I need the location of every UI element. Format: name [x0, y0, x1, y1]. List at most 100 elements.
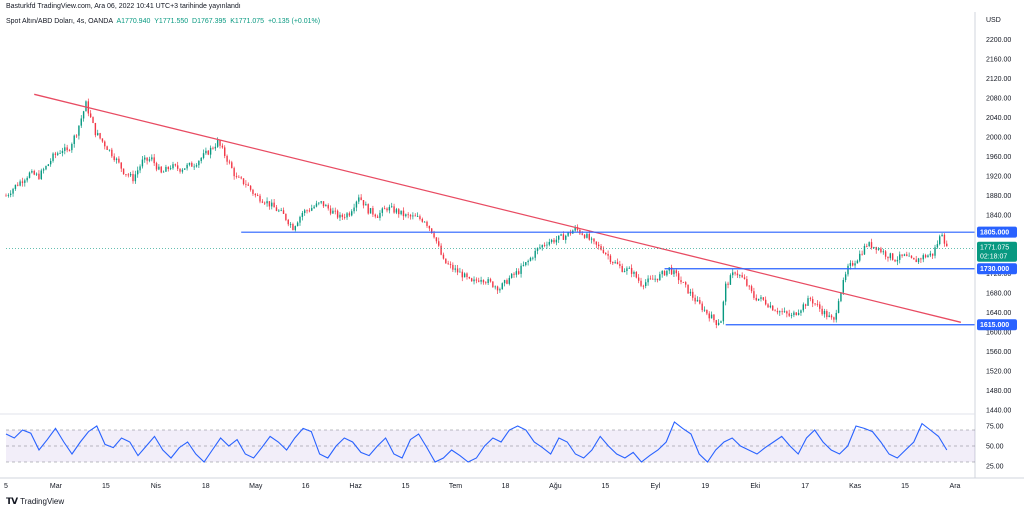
candle — [416, 212, 419, 218]
level-price-badge — [977, 226, 1017, 238]
candle-body — [534, 250, 536, 258]
candle — [176, 161, 179, 172]
time-tick-label: May — [249, 483, 263, 490]
candle — [701, 301, 703, 313]
candle — [889, 252, 892, 261]
candle — [459, 267, 461, 273]
candle — [715, 319, 717, 329]
candle-body — [419, 216, 421, 219]
candle — [875, 246, 877, 254]
candle — [797, 309, 800, 316]
candle — [97, 129, 99, 136]
candle — [583, 233, 586, 239]
candle — [685, 281, 687, 288]
candle — [597, 241, 600, 250]
candle-body — [908, 255, 910, 257]
candle — [144, 155, 146, 163]
candle-body — [621, 266, 623, 272]
candle-body — [734, 272, 736, 274]
candle — [682, 281, 685, 283]
candle-body — [318, 202, 320, 204]
candle-body — [172, 164, 174, 169]
candle-body — [391, 206, 393, 208]
rsi-pane[interactable]: 75.00 50.00 25.00 — [0, 413, 1004, 471]
price-tick-label: 1600.00 — [986, 330, 1011, 337]
candle — [943, 233, 946, 247]
candle — [891, 253, 894, 261]
candle-body — [233, 168, 235, 177]
candle-body — [35, 173, 38, 175]
candle-body — [59, 152, 61, 154]
trendline[interactable] — [34, 93, 962, 323]
candle-body — [280, 210, 282, 212]
candle — [289, 221, 292, 228]
candle-body — [254, 193, 257, 196]
candle — [360, 194, 362, 201]
ohlc-low: D1767.395 — [192, 18, 227, 25]
symbol-legend[interactable]: Spot Altın/ABD Doları, 4s, OANDA A1770.9… — [6, 18, 320, 25]
candle — [108, 149, 111, 152]
chart-publish-header: Basturkfd TradingView.com, Ara 06, 2022 … — [6, 3, 241, 10]
time-axis[interactable]: 5 Mar 15 Nis 18 May 16 Haz 15 Tem 18 Ağu 15 Eyl 19 Eki 1… — [0, 477, 1024, 490]
footer-brand[interactable]: 𝗧𝗩 TradingView — [6, 496, 64, 507]
candle — [320, 200, 322, 205]
candle — [856, 259, 859, 264]
candle-body — [529, 257, 532, 261]
candle — [104, 140, 106, 150]
rsi-band — [6, 430, 975, 462]
candle — [407, 212, 409, 219]
candle — [710, 311, 713, 319]
candle-body — [212, 147, 214, 149]
candle-body — [562, 234, 565, 240]
candle — [294, 225, 296, 232]
candle-body — [188, 162, 191, 165]
candle — [188, 162, 191, 167]
candle — [654, 275, 656, 283]
candle — [807, 295, 809, 306]
candle-body — [859, 253, 861, 261]
candle-body — [409, 215, 412, 217]
candle-body — [510, 273, 513, 278]
candle — [14, 184, 17, 191]
candle-body — [412, 215, 414, 217]
candle — [732, 268, 734, 279]
candle — [480, 276, 482, 285]
candle — [167, 166, 169, 172]
candle-body — [235, 176, 238, 177]
candle-body — [146, 157, 148, 161]
candle — [833, 316, 835, 323]
candle-body — [315, 203, 318, 207]
candle-body — [781, 311, 783, 313]
candle-body — [581, 233, 583, 235]
main-price-pane[interactable] — [5, 93, 975, 329]
candle — [475, 277, 478, 284]
candle-body — [115, 158, 118, 161]
candle — [717, 319, 720, 326]
candle-body — [901, 254, 903, 256]
candle — [195, 163, 198, 168]
candle-body — [894, 259, 896, 262]
candle — [880, 246, 882, 254]
candle-body — [242, 178, 245, 184]
candle-body — [755, 297, 757, 301]
candle — [788, 309, 790, 317]
candle — [814, 303, 816, 306]
candle — [405, 213, 407, 218]
candle-body — [560, 234, 562, 236]
candle-body — [386, 208, 388, 211]
candle-body — [851, 263, 854, 266]
candle — [753, 287, 755, 300]
candle — [45, 165, 47, 171]
candle-body — [503, 280, 506, 284]
price-axis[interactable]: USD 2200.00 2160.00 2120.00 2080.00 2040.00 20… — [974, 12, 1017, 478]
candle — [929, 250, 932, 258]
candle — [17, 182, 19, 187]
candle-body — [459, 271, 461, 273]
candle — [332, 207, 334, 214]
candle — [64, 143, 66, 155]
candle-body — [863, 245, 866, 255]
candle-body — [760, 297, 762, 299]
candle-body — [28, 172, 31, 178]
candle-body — [289, 224, 292, 225]
